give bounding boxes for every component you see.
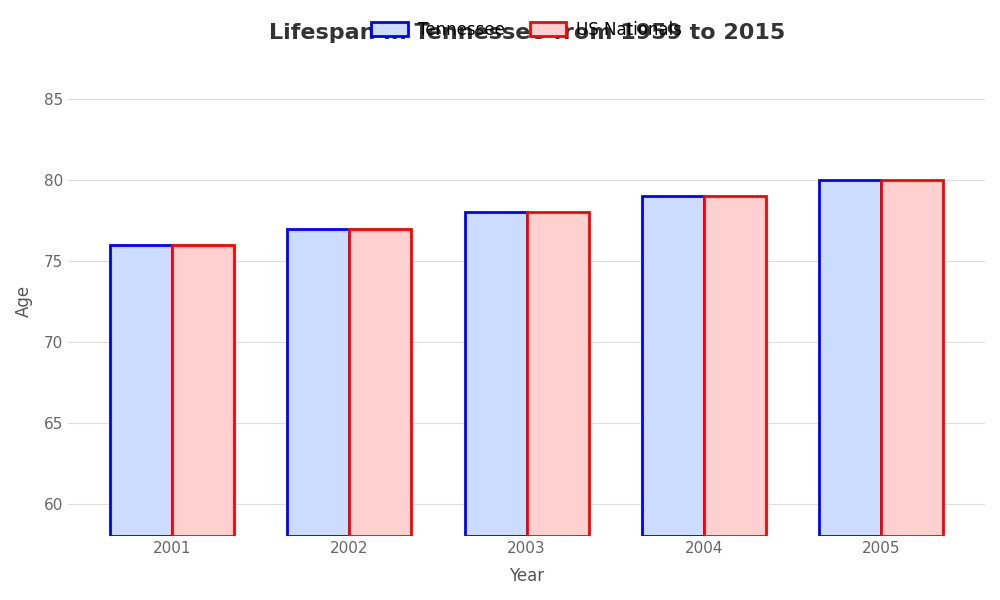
Bar: [881, 180, 943, 536]
Bar: [287, 229, 349, 536]
Bar: [110, 245, 172, 536]
Y-axis label: Age: Age: [15, 286, 33, 317]
Bar: [527, 212, 589, 536]
Title: Lifespan in Tennessee from 1959 to 2015: Lifespan in Tennessee from 1959 to 2015: [269, 23, 785, 43]
X-axis label: Year: Year: [509, 567, 544, 585]
Legend: Tennessee, US Nationals: Tennessee, US Nationals: [364, 14, 689, 46]
Bar: [349, 229, 411, 536]
Bar: [172, 245, 234, 536]
Bar: [642, 196, 704, 536]
Bar: [704, 196, 766, 536]
Bar: [819, 180, 881, 536]
Bar: [465, 212, 527, 536]
